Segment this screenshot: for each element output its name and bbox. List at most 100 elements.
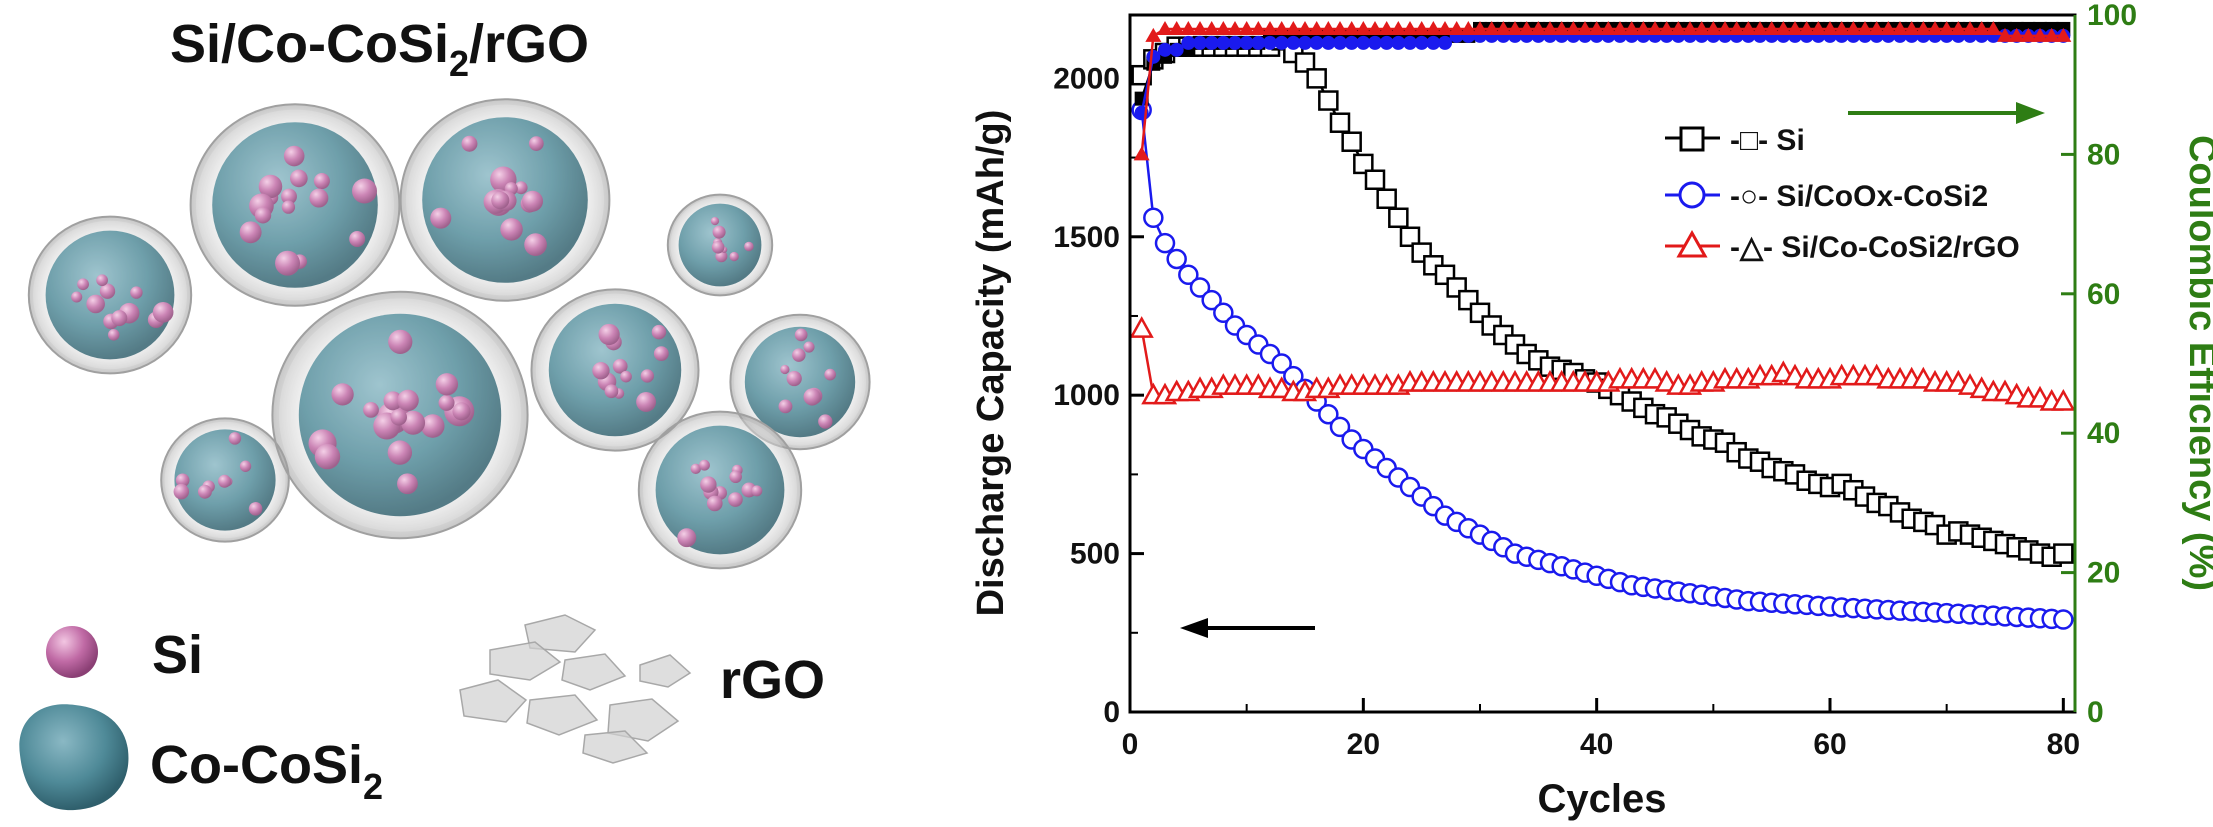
data-point (1286, 35, 1301, 50)
data-point (1775, 20, 1792, 35)
data-point (1180, 20, 1197, 35)
data-point (1518, 20, 1535, 35)
y-tick-label: 500 (1070, 538, 1120, 571)
legend-entry-rgo: -△- Si/Co-CoSi2/rGO (1665, 229, 2020, 264)
data-point (1145, 27, 1162, 42)
data-point (1213, 302, 1234, 324)
data-point (1333, 35, 1347, 50)
y2-tick-label: 100 (2087, 0, 2137, 32)
y-tick-label: 1500 (1053, 221, 1120, 254)
data-point (1448, 20, 1465, 35)
data-point (1740, 20, 1757, 35)
data-point (1670, 20, 1687, 35)
data-point (1143, 207, 1164, 229)
data-point (1403, 35, 1417, 50)
data-point (2055, 27, 2072, 42)
si-legend-label: Si (152, 625, 203, 685)
data-point (1962, 20, 1978, 35)
data-point (1227, 20, 1243, 35)
data-point (1892, 20, 1908, 35)
data-point (1250, 20, 1267, 35)
data-point (1332, 20, 1348, 35)
si-legend-icon (46, 626, 98, 678)
legend-entry-coox: -○- Si/CoOx-CoSi2 (1665, 180, 1988, 213)
data-point (1705, 20, 1722, 35)
data-point (1565, 20, 1582, 35)
composite-particle (399, 98, 611, 302)
data-point (1938, 20, 1955, 35)
left-axis-arrow (1180, 618, 1315, 638)
data-point (1402, 20, 1418, 35)
data-point (1344, 35, 1359, 50)
data-point (2053, 543, 2074, 564)
data-point (1833, 20, 1850, 35)
composite-particle (530, 288, 700, 452)
data-point (1903, 20, 1920, 35)
data-point (1376, 188, 1397, 210)
rgo-legend-icon (459, 614, 692, 764)
data-point (1880, 20, 1897, 35)
data-point (1203, 20, 1220, 35)
data-point (1728, 20, 1745, 35)
data-point (1973, 20, 1990, 35)
data-point (1413, 20, 1430, 35)
series-si-co-cosi2-rgo-ce (1133, 20, 2072, 161)
x-tick-label: 20 (1347, 728, 1380, 761)
right-axis-arrow (1848, 102, 2045, 124)
data-point (1320, 20, 1337, 35)
data-point (1915, 20, 1932, 35)
data-point (1635, 20, 1652, 35)
data-point (1216, 35, 1231, 50)
series-si-coox-cosi2-ce (1134, 28, 2071, 120)
svg-text:-○- Si/CoOx-CoSi2: -○- Si/CoOx-CoSi2 (1730, 180, 1988, 213)
y2-tick-label: 40 (2087, 417, 2120, 450)
x-tick-label: 60 (1813, 728, 1846, 761)
data-point (1263, 35, 1277, 50)
data-point (1612, 20, 1628, 35)
data-point (1997, 27, 2013, 42)
y2-tick-label: 80 (2087, 138, 2120, 171)
composite-particle (160, 417, 290, 543)
composite-particle (729, 313, 871, 451)
data-point (1658, 20, 1675, 35)
data-point (1189, 277, 1211, 298)
data-point (1600, 20, 1617, 35)
data-point (1588, 20, 1605, 35)
rgo-legend-label: rGO (720, 650, 825, 710)
data-point (1238, 20, 1255, 35)
co-cosi2-legend-label: Co-CoSi2 (150, 735, 383, 807)
composite-particle (637, 410, 803, 570)
composite-particle (189, 103, 401, 307)
data-point (1495, 20, 1512, 35)
composite-particle (27, 215, 193, 375)
data-point (1553, 20, 1570, 35)
data-point (1169, 42, 1184, 57)
data-point (2020, 27, 2037, 42)
svg-text:-△- Si/Co-CoSi2/rGO: -△- Si/Co-CoSi2/rGO (1730, 231, 2020, 264)
data-point (1321, 35, 1336, 50)
y-tick-label: 0 (1103, 696, 1120, 729)
chart-legend: -□- Si -○- Si/CoOx-CoSi2 -△- Si/Co-CoSi2… (1665, 124, 2020, 264)
data-point (1857, 20, 1873, 35)
y-tick-label: 2000 (1053, 62, 1120, 95)
data-point (1158, 42, 1172, 57)
data-point (1717, 20, 1733, 35)
data-point (1294, 52, 1316, 73)
data-point (1251, 35, 1266, 50)
data-point (1868, 20, 1885, 35)
y-axis-label: Discharge Capacity (mAh/g) (970, 110, 1012, 617)
data-point (1329, 416, 1351, 438)
data-point (1204, 35, 1219, 50)
data-point (1414, 35, 1429, 50)
y2-tick-label: 20 (2087, 557, 2120, 590)
data-point (1798, 20, 1815, 35)
composite-particles (27, 98, 871, 570)
data-point (1157, 20, 1173, 35)
y2-axis-label: Coulombic Efficiency (%) (2181, 135, 2213, 591)
data-point (1378, 20, 1395, 35)
x-tick-label: 80 (2047, 728, 2080, 761)
data-point (1810, 20, 1827, 35)
schematic-title: Si/Co-CoSi2/rGO (170, 14, 589, 84)
data-point (1329, 112, 1351, 133)
legend-entry-si: -□- Si (1665, 124, 1805, 157)
